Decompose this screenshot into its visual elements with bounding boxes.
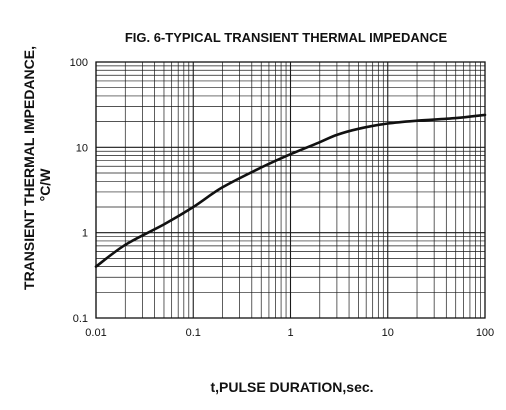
x-axis-title: t,PULSE DURATION,sec. [210, 379, 373, 395]
x-tick-label: 1 [287, 327, 293, 339]
y-tick-label: 1 [82, 228, 88, 240]
y-axis-title: TRANSIENT THERMAL IMPEDANCE, [21, 46, 37, 290]
series-group [94, 113, 487, 268]
plot-frame [95, 61, 486, 319]
x-tick-label: 0.1 [186, 327, 201, 339]
x-tick-label: 10 [382, 327, 394, 339]
y-tick-label: 100 [70, 57, 88, 69]
y-tick-label: 10 [76, 142, 88, 154]
grid [95, 62, 485, 319]
tick-labels: 0.01 0.1 1 10 100 0.1 1 10 100 [70, 57, 495, 339]
x-tick-label: 0.01 [85, 327, 106, 339]
chart-title: FIG. 6-TYPICAL TRANSIENT THERMAL IMPEDAN… [125, 30, 448, 45]
y-tick-label: 0.1 [73, 313, 88, 325]
series-line [94, 113, 487, 268]
y-axis-unit: °C/W [37, 168, 53, 202]
x-tick-label: 100 [476, 327, 494, 339]
